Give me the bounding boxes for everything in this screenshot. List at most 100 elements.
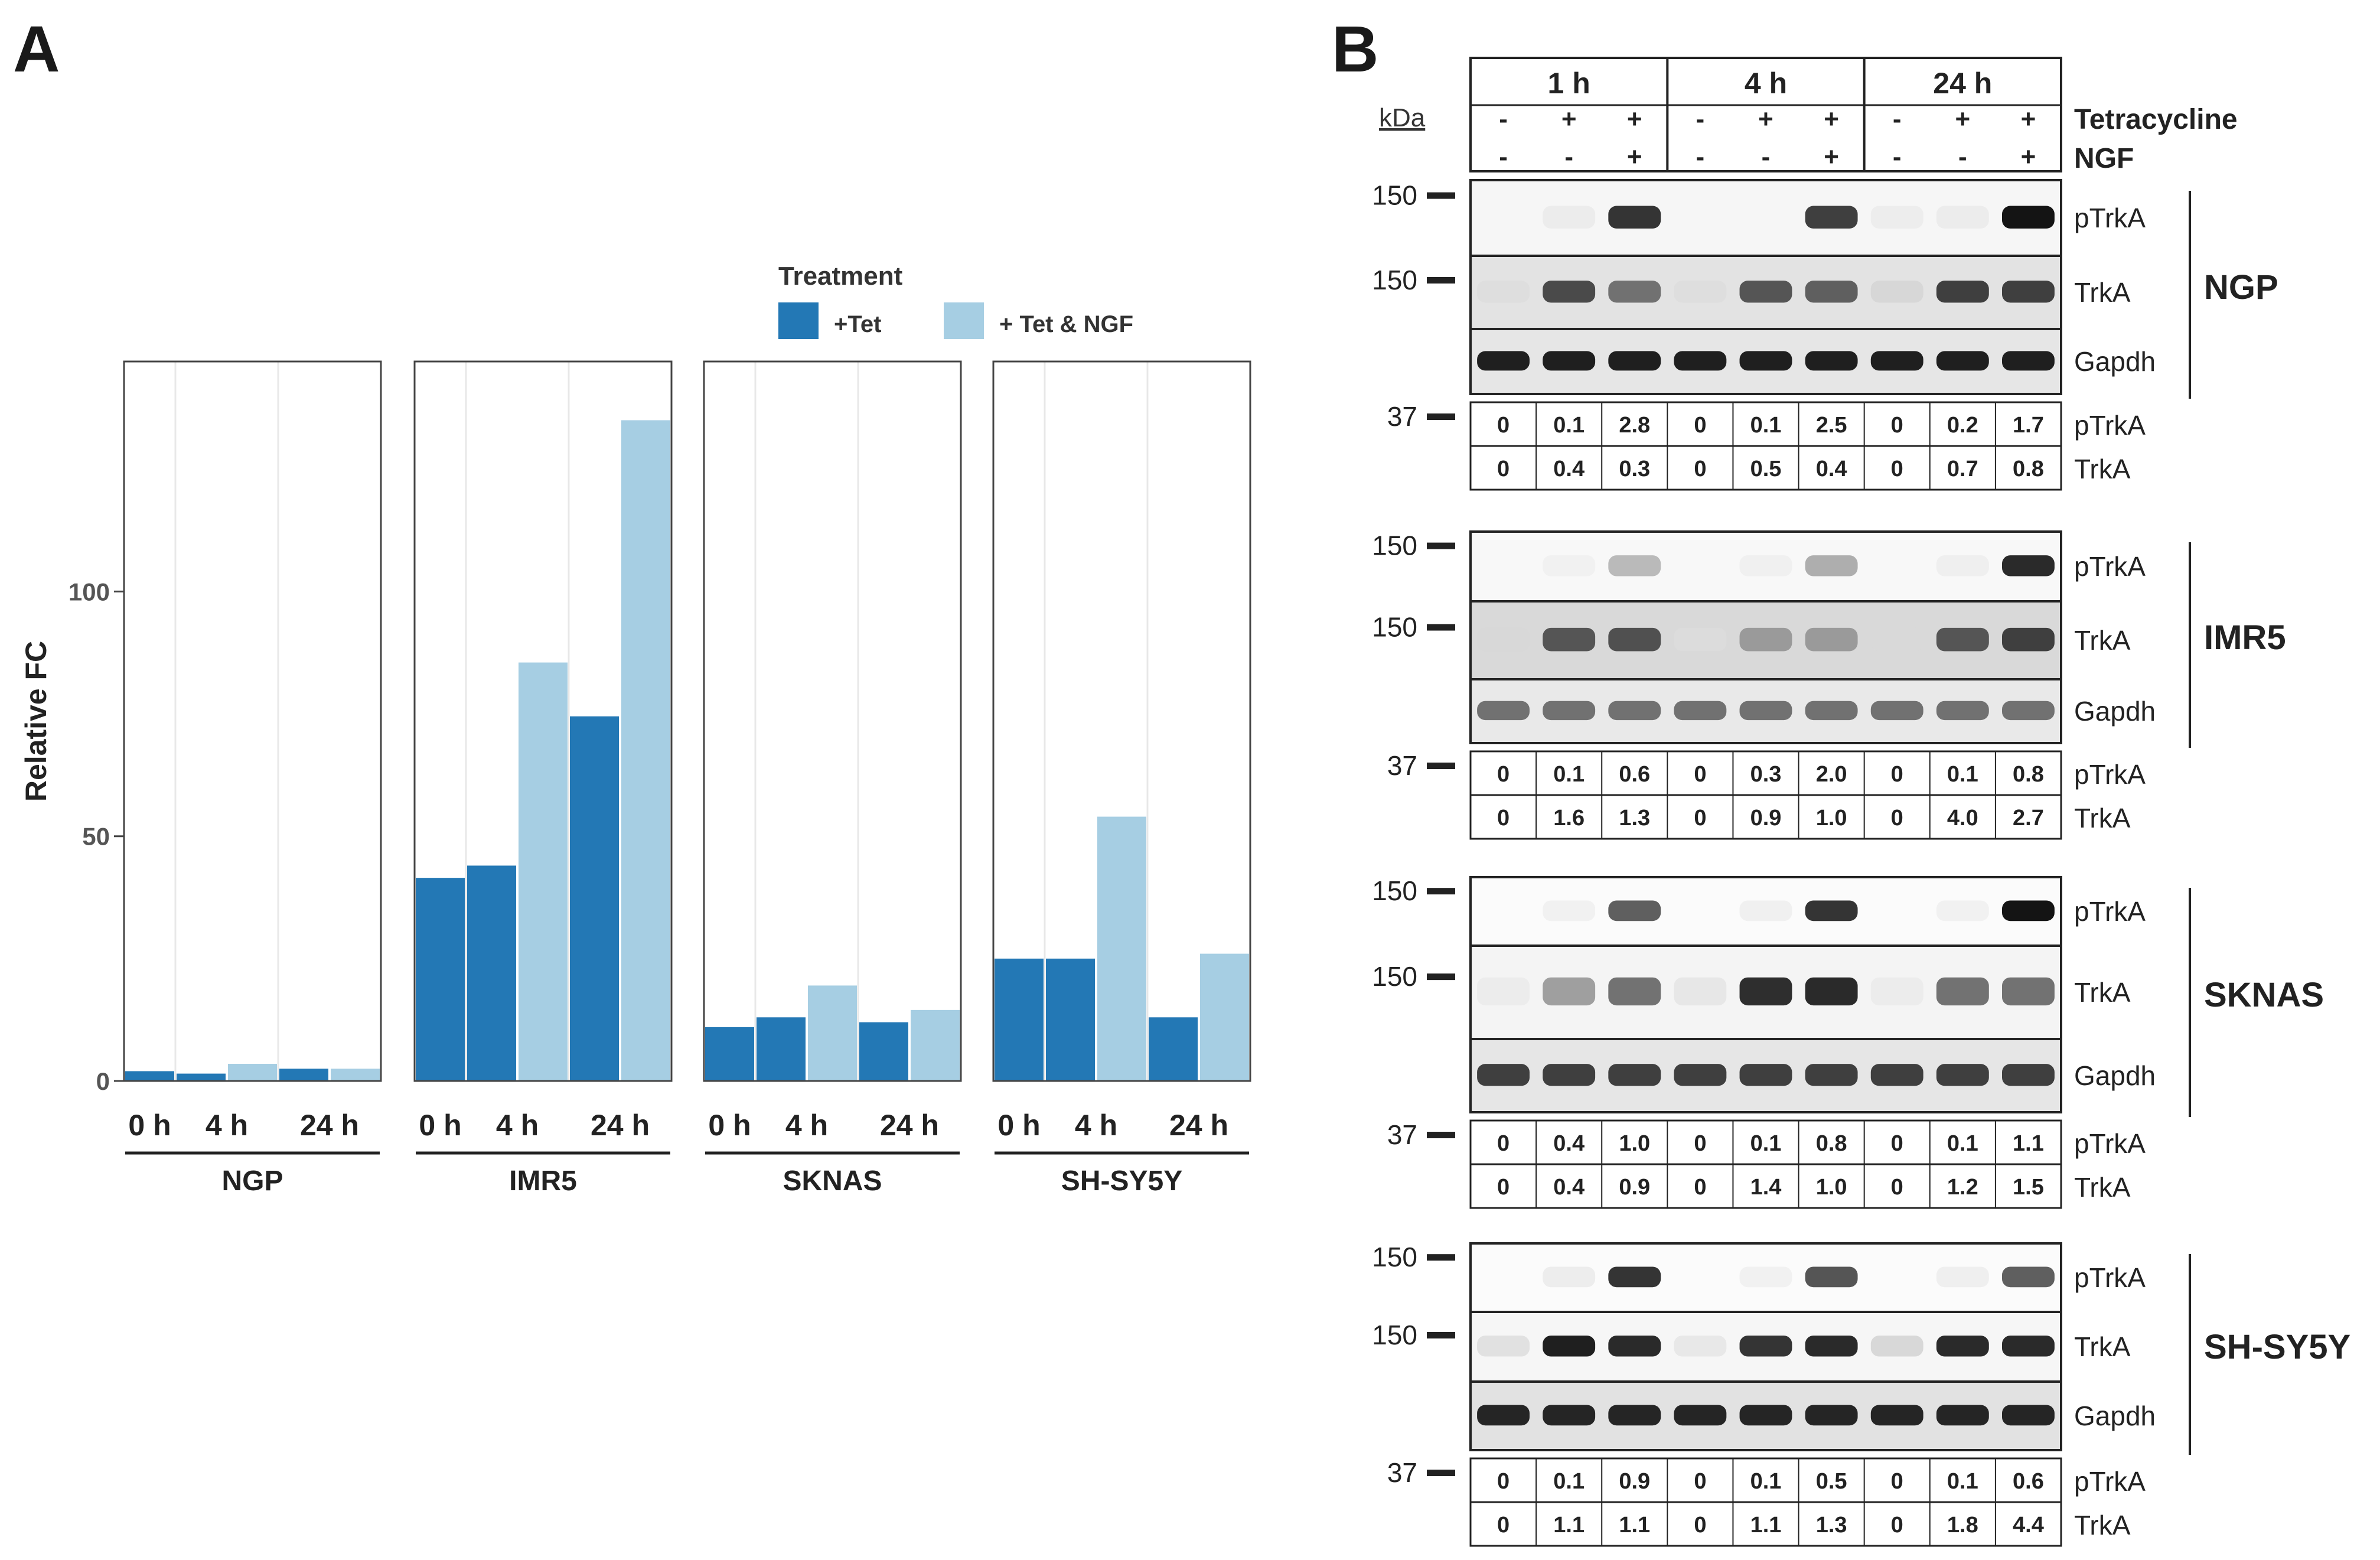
band: [1543, 977, 1596, 1006]
y-tick-label: 50: [82, 823, 110, 851]
band: [1477, 281, 1530, 303]
band: [1936, 1336, 1989, 1357]
quant-value: 0: [1497, 413, 1509, 438]
band: [1543, 351, 1596, 371]
band: [1805, 1336, 1858, 1357]
tet-sign: -: [1499, 105, 1508, 133]
quant-value: 0.1: [1947, 1469, 1978, 1494]
band: [1608, 1266, 1661, 1288]
bar-sknas-4h-tet-ngf: [808, 985, 857, 1081]
facet-frame: [413, 360, 673, 1082]
band: [1936, 206, 1989, 229]
facet-label-sh-sy5y: SH-SY5Y: [1061, 1165, 1182, 1197]
header-frame: [1469, 57, 2062, 172]
quant-value: 0.4: [1553, 1131, 1585, 1156]
bar-sh-sy5y-24h-tet: [1149, 1017, 1198, 1081]
quant-value: 0: [1891, 1131, 1903, 1156]
mw-tick: [1427, 192, 1455, 199]
quant-value: 0: [1497, 1131, 1509, 1156]
quant-row-label: TrkA: [2074, 454, 2131, 484]
panel-b-label: B: [1332, 13, 1379, 86]
band: [1543, 1064, 1596, 1086]
bar-imr5-4h-tet: [467, 865, 516, 1081]
quant-value: 2.5: [1816, 413, 1847, 438]
quant-value: 0.8: [1816, 1131, 1847, 1156]
x-tick-label: 0 h: [997, 1109, 1040, 1142]
x-tick-label: 4 h: [785, 1109, 828, 1142]
band: [2002, 627, 2055, 652]
mw-tick: [1427, 1254, 1455, 1261]
quant-value: 0: [1891, 1175, 1903, 1200]
quant-value: 0.5: [1816, 1469, 1847, 1494]
facet-label-ngp: NGP: [221, 1165, 283, 1197]
band: [1608, 1064, 1661, 1086]
band: [1805, 1064, 1858, 1086]
band: [1608, 206, 1661, 229]
ngf-sign: -: [1958, 142, 1967, 171]
cell-line-label-sknas: SKNAS: [2204, 976, 2324, 1014]
band: [1608, 977, 1661, 1006]
band: [1477, 1405, 1530, 1426]
legend-label-tet: +Tet: [834, 311, 881, 337]
kda-label: kDa: [1379, 103, 1426, 132]
band: [1936, 701, 1989, 721]
tetracycline-label: Tetracycline: [2074, 104, 2238, 135]
band: [1739, 900, 1792, 921]
ngf-sign: +: [2021, 142, 2036, 171]
quant-value: 1.1: [1553, 1513, 1585, 1538]
band: [1805, 1405, 1858, 1426]
band: [2002, 701, 2055, 721]
blot-strip-ptrka: [1469, 530, 2062, 602]
quant-value: 1.1: [2013, 1131, 2044, 1156]
ngf-sign: -: [1499, 142, 1508, 171]
time-header: 4 h: [1745, 67, 1787, 100]
bar-sh-sy5y-0h-tet: [995, 958, 1044, 1081]
quant-value: 1.8: [1947, 1513, 1978, 1538]
quant-value: 1.1: [1750, 1513, 1782, 1538]
quant-value: 1.3: [1619, 806, 1650, 831]
bar-ngp-0h-tet: [125, 1071, 174, 1081]
quant-value: 0.9: [1750, 806, 1782, 831]
band: [1477, 351, 1530, 371]
facet-frame: [703, 360, 962, 1082]
quant-row-label: TrkA: [2074, 1510, 2131, 1541]
quant-value: 0.1: [1947, 762, 1978, 787]
band: [1936, 900, 1989, 921]
band-label: pTrkA: [2074, 203, 2146, 233]
quant-value: 0.8: [2013, 457, 2044, 481]
band: [1936, 1266, 1989, 1288]
band: [1543, 281, 1596, 303]
y-tick-label: 0: [96, 1067, 110, 1095]
quant-value: 0: [1497, 762, 1509, 787]
quant-row-label: pTrkA: [2074, 1466, 2146, 1497]
legend-label-tet-ngf: + Tet & NGF: [999, 311, 1133, 337]
tet-sign: +: [2021, 105, 2036, 133]
x-tick-label: 0 h: [708, 1109, 751, 1142]
quant-value: 0.4: [1553, 457, 1585, 481]
band: [1477, 1064, 1530, 1086]
band-label: TrkA: [2074, 977, 2131, 1008]
mw-tick: [1427, 276, 1455, 284]
band: [1543, 1405, 1596, 1426]
facet-frame: [992, 360, 1251, 1082]
quant-value: 0: [1891, 1469, 1903, 1494]
band: [1805, 900, 1858, 921]
facet-label-imr5: IMR5: [509, 1165, 577, 1197]
quant-value: 1.7: [2013, 413, 2044, 438]
band: [2002, 206, 2055, 229]
quant-value: 0: [1497, 1513, 1509, 1538]
x-tick-label: 4 h: [206, 1109, 248, 1142]
band: [1608, 900, 1661, 921]
quant-value: 0.1: [1553, 413, 1585, 438]
mw-tick: [1427, 1132, 1455, 1138]
quant-value: 0: [1694, 1175, 1706, 1200]
bar-imr5-4h-tet-ngf: [519, 662, 568, 1081]
quant-value: 0: [1891, 457, 1903, 481]
quant-value: 0.1: [1553, 1469, 1585, 1494]
quant-value: 1.0: [1619, 1131, 1650, 1156]
band: [1674, 1064, 1727, 1086]
bar-imr5-0h-tet: [416, 878, 465, 1081]
band: [1805, 555, 1858, 577]
band-label: Gapdh: [2074, 696, 2156, 727]
band: [1936, 281, 1989, 303]
